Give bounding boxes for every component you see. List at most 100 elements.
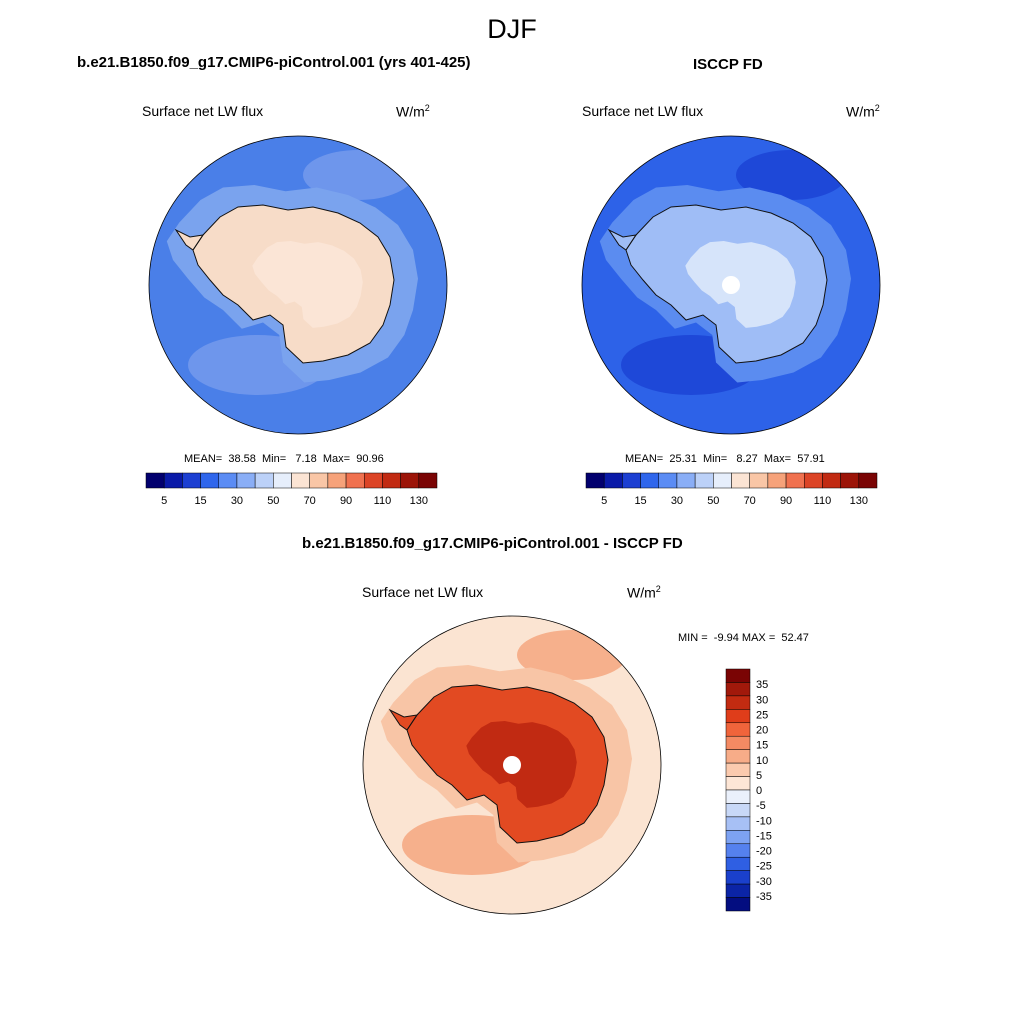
colorbar-swatch bbox=[804, 472, 823, 489]
colorbar-tick-label: 110 bbox=[374, 495, 392, 507]
continent-field bbox=[193, 205, 394, 363]
colorbar-tick-label: 25 bbox=[756, 709, 768, 721]
colorbar-swatch bbox=[622, 472, 641, 489]
figure-title: DJF bbox=[487, 14, 537, 44]
colorbar-tick-label: -15 bbox=[756, 830, 772, 842]
colorbar-swatch bbox=[725, 830, 751, 845]
colorbar-swatch bbox=[725, 682, 751, 697]
diff-stats: MIN = -9.94 MAX = 52.47 bbox=[678, 632, 809, 644]
diff-units-label: W/m2 bbox=[627, 584, 661, 601]
field-patch bbox=[517, 630, 627, 680]
colorbar-swatch bbox=[725, 843, 751, 858]
colorbar-tick-label: 50 bbox=[267, 495, 279, 507]
model-units-label: W/m2 bbox=[396, 103, 430, 120]
colorbar-swatch bbox=[725, 883, 751, 898]
continent-field bbox=[626, 205, 827, 363]
colorbar-swatch bbox=[418, 472, 438, 489]
colorbar-swatch bbox=[725, 749, 751, 764]
coastline bbox=[174, 228, 205, 251]
colorbar-swatch bbox=[603, 472, 623, 489]
colorbar-tick-label: 15 bbox=[756, 740, 768, 752]
field-patch bbox=[736, 150, 846, 200]
obs-stats: MEAN= 25.31 Min= 8.27 Max= 57.91 bbox=[625, 453, 825, 465]
coastal-ring bbox=[380, 665, 632, 863]
obs-panel-title: ISCCP FD bbox=[693, 56, 763, 73]
coastline bbox=[625, 204, 828, 364]
colorbar-tick-label: 50 bbox=[707, 495, 719, 507]
colorbar-swatch bbox=[163, 472, 183, 489]
colorbar-swatch bbox=[749, 472, 769, 489]
pole-hole bbox=[722, 276, 740, 294]
colorbar-tick-label: 35 bbox=[756, 679, 768, 691]
colorbar-swatch bbox=[694, 472, 714, 489]
colorbar-swatch bbox=[382, 472, 401, 489]
colorbar-swatch bbox=[725, 803, 751, 818]
coastline bbox=[192, 204, 395, 364]
colorbar-swatch bbox=[731, 472, 750, 489]
colorbar-swatch bbox=[585, 472, 605, 489]
colorbar-swatch bbox=[254, 472, 274, 489]
colorbar-swatch bbox=[309, 472, 329, 489]
model-colorbar: 5 15 30 50 70 90 110 130 bbox=[145, 472, 438, 507]
colorbar-tick-label: -10 bbox=[756, 815, 772, 827]
colorbar-swatch bbox=[725, 709, 751, 724]
colorbar-swatch bbox=[725, 695, 751, 710]
obs-variable-label: Surface net LW flux bbox=[582, 103, 704, 119]
colorbar-swatch bbox=[236, 472, 256, 489]
diff-map bbox=[362, 615, 662, 915]
field-patch bbox=[621, 335, 761, 395]
field-patch bbox=[303, 150, 413, 200]
field-patch bbox=[402, 815, 542, 875]
map-border bbox=[148, 135, 448, 435]
obs-units-label: W/m2 bbox=[846, 103, 880, 120]
colorbar-swatch bbox=[725, 856, 751, 871]
coastal-ring bbox=[599, 185, 851, 383]
model-map bbox=[148, 135, 448, 435]
colorbar-swatch bbox=[725, 776, 751, 791]
colorbar-swatch bbox=[291, 472, 310, 489]
colorbar-tick-label: 20 bbox=[756, 725, 768, 737]
colorbar-swatch bbox=[725, 735, 751, 750]
colorbar-swatch bbox=[785, 472, 805, 489]
colorbar-tick-label: 15 bbox=[634, 495, 646, 507]
colorbar-swatch bbox=[145, 472, 165, 489]
coastline bbox=[388, 708, 419, 731]
colorbar-tick-label: -30 bbox=[756, 876, 772, 888]
colorbar-swatch bbox=[725, 762, 751, 777]
interior-field bbox=[685, 241, 796, 328]
map-border bbox=[362, 615, 662, 915]
colorbar-swatch bbox=[822, 472, 841, 489]
colorbar-swatch bbox=[725, 789, 751, 804]
continent-field bbox=[407, 685, 608, 843]
coastline bbox=[406, 684, 609, 844]
colorbar-tick-label: 130 bbox=[850, 495, 868, 507]
colorbar-swatch bbox=[400, 472, 420, 489]
pole-hole bbox=[503, 756, 521, 774]
colorbar-swatch bbox=[676, 472, 696, 489]
colorbar-tick-label: 30 bbox=[231, 495, 243, 507]
diff-colorbar: 35 30 25 20 15 10 5 0 -5 -10 -15 -20 -25 -30 -35 bbox=[725, 668, 772, 912]
colorbar-swatch bbox=[200, 472, 219, 489]
colorbar-tick-label: 15 bbox=[194, 495, 206, 507]
colorbar-tick-label: 90 bbox=[780, 495, 792, 507]
colorbar-tick-label: 70 bbox=[304, 495, 316, 507]
colorbar-tick-label: 70 bbox=[744, 495, 756, 507]
colorbar-swatch bbox=[725, 897, 751, 912]
colorbar-tick-label: 5 bbox=[756, 770, 762, 782]
colorbar-swatch bbox=[218, 472, 238, 489]
colorbar-tick-label: 90 bbox=[340, 495, 352, 507]
colorbar-tick-label: 0 bbox=[756, 785, 762, 797]
colorbar-swatch bbox=[840, 472, 860, 489]
colorbar-tick-label: 30 bbox=[756, 694, 768, 706]
colorbar-tick-label: -35 bbox=[756, 891, 772, 903]
peninsula-field bbox=[609, 230, 636, 250]
model-panel-title: b.e21.B1850.f09_g17.CMIP6-piControl.001 … bbox=[77, 54, 471, 71]
colorbar-swatch bbox=[725, 668, 751, 683]
peninsula-field bbox=[390, 710, 417, 730]
colorbar-swatch bbox=[364, 472, 383, 489]
colorbar-tick-label: -25 bbox=[756, 861, 772, 873]
colorbar-tick-label: -20 bbox=[756, 846, 772, 858]
coastal-ring bbox=[166, 185, 418, 383]
obs-colorbar: 5 15 30 50 70 90 110 130 bbox=[585, 472, 878, 507]
